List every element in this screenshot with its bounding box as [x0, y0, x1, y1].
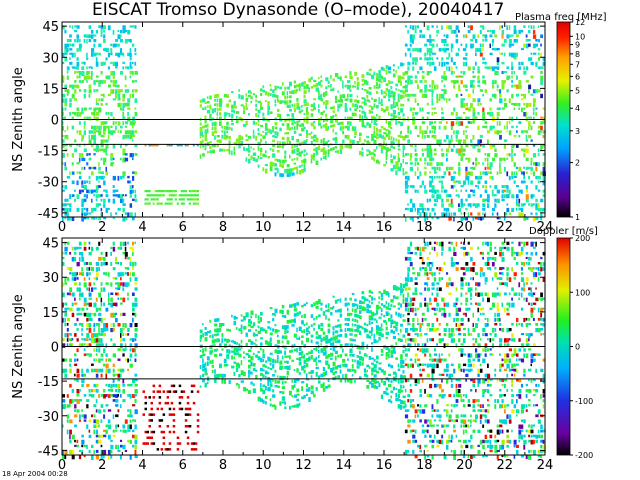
y-tick-label: 45: [42, 20, 59, 35]
x-tick-label: 10: [255, 458, 272, 473]
y-tick-label: -15: [38, 375, 59, 390]
colorbar-tick-label: -200: [575, 451, 593, 460]
colorbar: [556, 21, 571, 218]
y-tick-label: 45: [42, 237, 59, 252]
x-tick-label: 4: [138, 458, 146, 473]
y-tick-label: -30: [38, 410, 59, 425]
y-axis-label: NS Zenith angle: [11, 294, 26, 398]
x-tick-label: 0: [58, 220, 66, 235]
colorbar-tick-label: 4: [575, 104, 580, 113]
colorbar-tick-label: 12: [575, 18, 585, 27]
x-tick-label: 2: [98, 220, 106, 235]
colorbar-tick-label: 3: [575, 127, 580, 136]
timestamp: 18 Apr 2004 00:28: [2, 470, 68, 478]
y-axis-label: NS Zenith angle: [11, 67, 26, 171]
x-tick-label: 22: [496, 458, 513, 473]
x-tick-label: 16: [376, 458, 393, 473]
y-tick-label: -45: [38, 444, 59, 459]
y-tick-label: 0: [51, 341, 59, 356]
x-tick-label: 8: [219, 458, 227, 473]
colorbar-tick-label: 200: [575, 234, 590, 243]
x-tick-label: 6: [179, 220, 187, 235]
colorbar-tick-label: 6: [575, 72, 580, 81]
y-tick-label: -30: [38, 176, 59, 191]
y-tick-label: -45: [38, 207, 59, 222]
x-tick-label: 8: [219, 220, 227, 235]
x-tick-label: 0: [58, 458, 66, 473]
y-tick-label: 15: [42, 82, 59, 97]
x-tick-label: 24: [537, 220, 554, 235]
x-tick-label: 6: [179, 458, 187, 473]
x-tick-label: 18: [416, 220, 433, 235]
colorbar-tick-label: 0: [575, 343, 580, 352]
colorbar-title-plasma: Plasma freq [MHz]: [515, 12, 607, 23]
x-tick-label: 14: [335, 220, 352, 235]
colorbar-tick-label: 8: [575, 50, 580, 59]
x-tick-label: 12: [295, 220, 312, 235]
colorbar-tick-label: -100: [575, 397, 593, 406]
x-tick-label: 10: [255, 220, 272, 235]
x-tick-label: 12: [295, 458, 312, 473]
y-tick-label: -15: [38, 145, 59, 160]
x-tick-label: 20: [456, 458, 473, 473]
y-tick-label: 0: [51, 114, 59, 129]
x-tick-label: 14: [335, 458, 352, 473]
colorbar-tick-label: 100: [575, 288, 590, 297]
colorbar-tick-label: 10: [575, 32, 585, 41]
x-tick-label: 16: [376, 220, 393, 235]
colorbar-tick-label: 2: [575, 159, 580, 168]
x-tick-label: 2: [98, 458, 106, 473]
y-tick-label: 30: [42, 51, 59, 66]
colorbar: [556, 237, 571, 456]
plasma-data-cells: [62, 25, 546, 222]
doppler-data-cells: [62, 241, 546, 460]
x-tick-label: 20: [456, 220, 473, 235]
colorbar-tick-label: 5: [575, 87, 580, 96]
y-tick-label: 30: [42, 271, 59, 286]
colorbar-tick-label: 9: [575, 41, 580, 50]
colorbar-tick-label: 7: [575, 60, 580, 69]
x-tick-label: 24: [537, 458, 554, 473]
colorbar-title-doppler: Doppler [m/s]: [529, 226, 598, 237]
colorbar-tick-label: 1: [575, 213, 580, 222]
x-tick-label: 4: [138, 220, 146, 235]
chart-title: EISCAT Tromso Dynasonde (O–mode), 200404…: [92, 0, 505, 20]
y-tick-label: 15: [42, 306, 59, 321]
x-tick-label: 22: [496, 220, 513, 235]
x-tick-label: 18: [416, 458, 433, 473]
